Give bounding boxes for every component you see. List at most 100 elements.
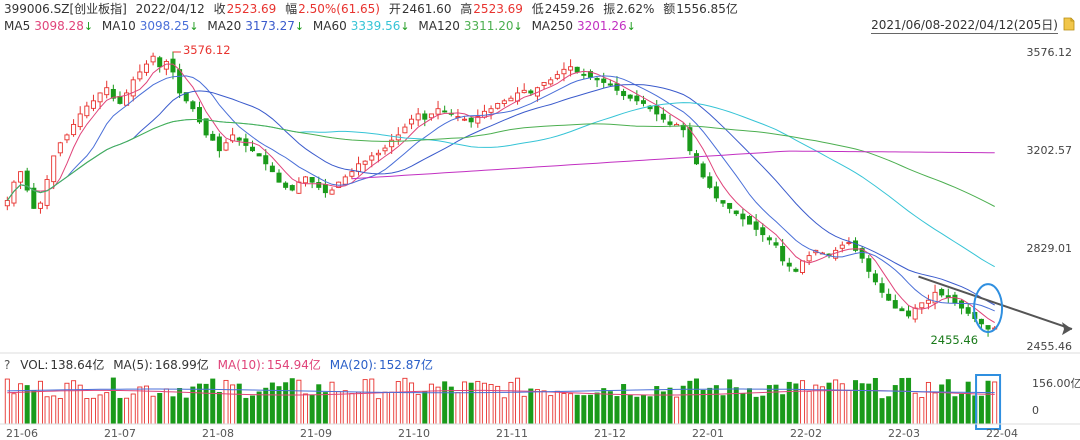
close-value: 2523.69 (226, 2, 277, 16)
candle-body (51, 155, 57, 183)
high-label: 高 (460, 2, 473, 16)
volume-tick-label: 156.00亿 (1032, 377, 1080, 390)
candle-body (130, 79, 136, 97)
volume-bar (389, 391, 395, 425)
candle-body (37, 202, 43, 209)
volume-bar (316, 384, 322, 425)
volume-bar (143, 385, 149, 425)
candle-body (700, 163, 706, 178)
volume-bar (925, 381, 931, 425)
volume-bar (382, 391, 388, 425)
candle-body (117, 96, 123, 104)
candle-body (952, 294, 958, 304)
volume-bar (24, 385, 30, 425)
volume-bar (919, 397, 925, 425)
x-tick-label: 21-10 (398, 427, 430, 440)
volume-bar (534, 389, 540, 425)
candle-body (342, 176, 348, 185)
candle-body (249, 146, 256, 152)
ma60-legend: MA60 3339.56↓ (313, 19, 410, 33)
candle-body (853, 240, 859, 251)
volume-bar (806, 390, 812, 425)
help-icon[interactable]: ? (4, 358, 11, 372)
y-tick-label: 3202.57 (1027, 144, 1073, 157)
volume-bar (71, 380, 77, 425)
candle-body (203, 118, 209, 136)
low-annotation: 2455.46 (930, 333, 978, 347)
volume-bar (349, 393, 355, 425)
close-field: 收2523.69 (214, 2, 277, 16)
volume-bar (985, 380, 991, 425)
volume-bar (243, 397, 249, 425)
volume-bar (269, 382, 275, 425)
candle-body (521, 89, 527, 94)
volume-bar (773, 384, 779, 425)
candle-body (740, 213, 746, 220)
ma20-arrow: ↓ (294, 20, 305, 33)
candle-body (800, 260, 806, 273)
volume-bar (57, 397, 63, 425)
vol-ma5-value: 168.99亿 (154, 358, 209, 372)
candle-body (322, 184, 328, 194)
date-range-selector[interactable]: 2021/06/08-2022/04/12(205日) (871, 18, 1058, 34)
volume-bar (939, 384, 945, 425)
candle-body (720, 200, 726, 204)
volume-bar (707, 387, 713, 425)
ma250-label: MA250 (531, 19, 574, 33)
candle-body (369, 155, 375, 161)
candle-body (276, 172, 282, 183)
candle-body (110, 88, 116, 99)
low-value: 2459.26 (544, 2, 595, 16)
volume-bar (614, 396, 620, 425)
candle-body (296, 181, 302, 194)
settings-icon[interactable] (1062, 17, 1076, 31)
candle-body (872, 273, 878, 283)
candle-body (548, 79, 554, 85)
volume-bar (203, 383, 209, 425)
ma20-label: MA20 (207, 19, 242, 33)
candle-body (886, 293, 892, 301)
volume-bar (356, 391, 362, 425)
volume-bar (422, 391, 428, 425)
volume-bar (216, 391, 222, 425)
x-tick-label: 21-07 (104, 427, 136, 440)
trend-line (918, 275, 1073, 331)
volume-bar (303, 393, 309, 425)
volume-bar (746, 388, 753, 425)
candle-body (627, 94, 633, 99)
volume-bar (362, 379, 368, 425)
volume-bar (230, 384, 236, 425)
ma20-line (6, 84, 995, 306)
volume-bar (157, 393, 163, 425)
ma20-legend: MA20 3173.27↓ (207, 19, 304, 33)
volume-bar (90, 397, 96, 425)
vol-ma10-line (7, 389, 995, 396)
candle-body (150, 55, 156, 63)
candle-body (660, 113, 666, 120)
candle-body (18, 171, 24, 183)
ma5-legend: MA5 3098.28↓ (4, 19, 93, 33)
candle-body (654, 105, 660, 115)
candle-body (409, 118, 415, 125)
volume-bar (4, 378, 10, 425)
candle-body (349, 171, 355, 177)
candle-body (707, 176, 713, 188)
volume-bar (521, 395, 527, 425)
volume-bar (409, 382, 415, 425)
volume-bar (428, 383, 434, 425)
candle-body (965, 307, 971, 314)
candle-body (978, 318, 984, 325)
candle-body (859, 248, 865, 259)
ma120-arrow: ↓ (513, 20, 523, 33)
change-value: 2.50%(61.65) (298, 2, 380, 16)
candle-body (157, 57, 163, 68)
candle-body (866, 258, 872, 272)
volume-bar (124, 397, 130, 425)
volume-bar (959, 393, 965, 425)
volume-bar (965, 381, 971, 425)
volume-bar (336, 391, 342, 425)
volume-bar (568, 393, 574, 425)
candle-body (216, 136, 222, 152)
ma250-line (351, 150, 995, 180)
